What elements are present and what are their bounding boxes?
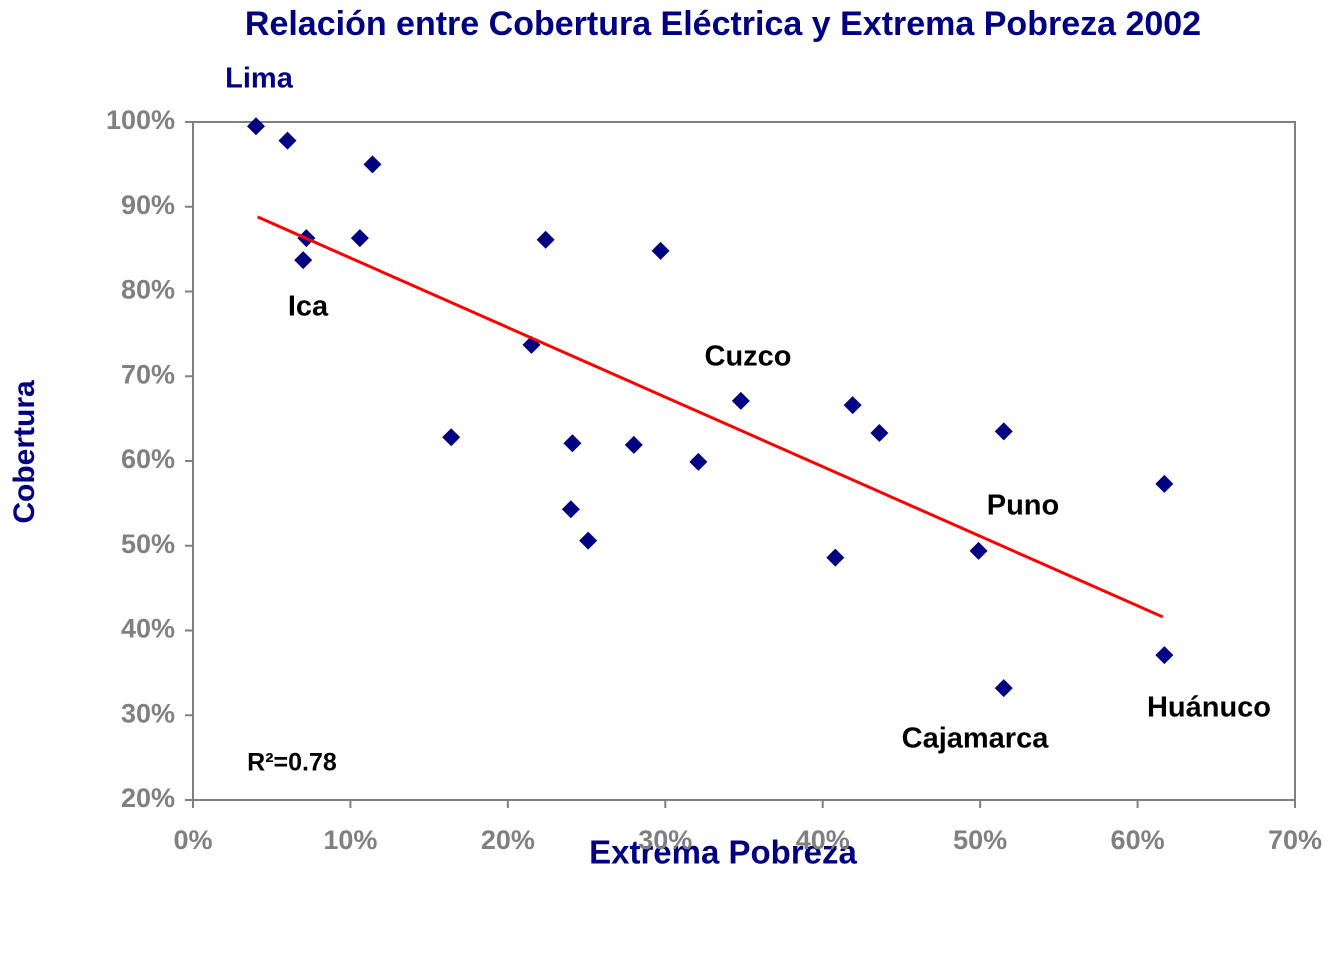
point <box>363 155 382 174</box>
point <box>350 229 369 248</box>
point <box>969 541 988 560</box>
annotation: Cajamarca <box>902 723 1050 755</box>
point <box>994 422 1013 441</box>
chart-title: Relación entre Cobertura Eléctrica y Ext… <box>245 5 1201 43</box>
y-tick-label: 40% <box>121 614 175 644</box>
point <box>294 251 313 270</box>
point <box>826 548 845 567</box>
plot-area <box>192 121 1296 801</box>
annotation: Cuzco <box>705 341 792 373</box>
y-axis-label: Cobertura <box>8 380 41 524</box>
point <box>561 500 580 519</box>
x-tick-label: 60% <box>1111 825 1165 855</box>
point <box>563 434 582 453</box>
y-tick-label: 100% <box>106 105 175 135</box>
annotation: R²=0.78 <box>247 749 337 777</box>
y-tick-label: 80% <box>121 275 175 305</box>
point <box>994 679 1013 698</box>
x-axis-label: Extrema Pobreza <box>589 834 857 871</box>
annotation: Puno <box>987 490 1060 522</box>
point <box>689 452 708 471</box>
annotation: Lima <box>225 63 294 95</box>
point <box>579 531 598 550</box>
point <box>278 131 297 150</box>
point <box>1155 646 1174 665</box>
trend-line <box>256 215 1164 619</box>
point <box>1155 474 1174 493</box>
point <box>624 435 643 454</box>
y-tick-label: 50% <box>121 529 175 559</box>
annotation: Ica <box>288 291 329 323</box>
point <box>246 117 265 136</box>
point <box>731 391 750 410</box>
point <box>442 428 461 447</box>
y-tick-label: 90% <box>121 190 175 220</box>
y-tick-label: 30% <box>121 698 175 728</box>
x-tick-label: 40% <box>796 825 850 855</box>
x-tick-label: 70% <box>1268 825 1322 855</box>
point <box>870 424 889 443</box>
annotation: Huánuco <box>1147 692 1271 724</box>
point <box>651 241 670 260</box>
x-tick-label: 0% <box>173 825 212 855</box>
x-tick-label: 20% <box>481 825 535 855</box>
x-tick-label: 50% <box>953 825 1007 855</box>
y-tick-label: 70% <box>121 359 175 389</box>
x-tick-label: 10% <box>323 825 377 855</box>
point <box>536 230 555 249</box>
point <box>843 396 862 415</box>
y-tick-label: 60% <box>121 444 175 474</box>
x-tick-label: 30% <box>638 825 692 855</box>
y-tick-label: 20% <box>121 783 175 813</box>
